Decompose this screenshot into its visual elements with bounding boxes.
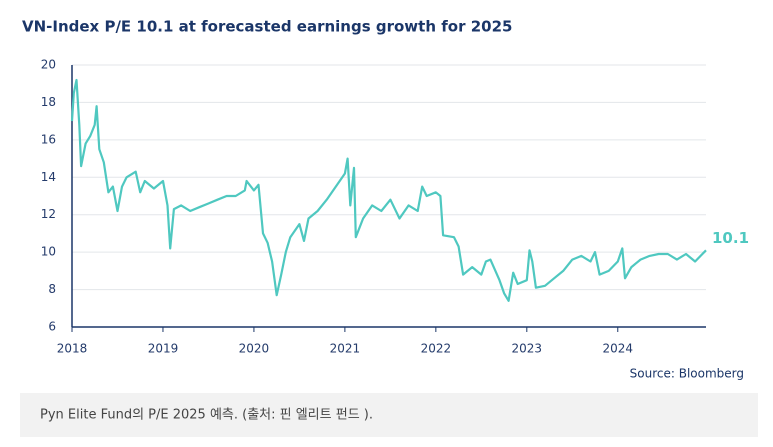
y-tick-label: 16 [41,132,56,146]
y-tick-label: 10 [41,245,56,259]
line [70,78,707,302]
y-tick-label: 12 [41,207,56,221]
y-tick-label: 6 [48,320,56,334]
x-tick-label: 2023 [512,342,543,356]
x-tick-label: 2018 [57,342,88,356]
caption: Pyn Elite Fund의 P/E 2025 예측. (출처: 핀 엘리트 … [40,408,373,423]
y-tick-label: 14 [41,170,56,184]
end-label: 10.1 [712,229,749,247]
y-tick-label: 8 [48,282,56,296]
y-tick-label: 20 [41,58,56,72]
caption-box [20,393,758,437]
source: Source: Bloomberg [630,367,744,381]
x-tick-label: 2020 [239,342,270,356]
y-tick-label: 18 [41,95,56,109]
x-tick-label: 2021 [330,342,361,356]
x-tick-label: 2019 [148,342,179,356]
x-tick-label: 2022 [421,342,452,356]
chart-title: VN-Index P/E 10.1 at forecasted earnings… [22,18,512,36]
x-tick-label: 2024 [602,342,633,356]
